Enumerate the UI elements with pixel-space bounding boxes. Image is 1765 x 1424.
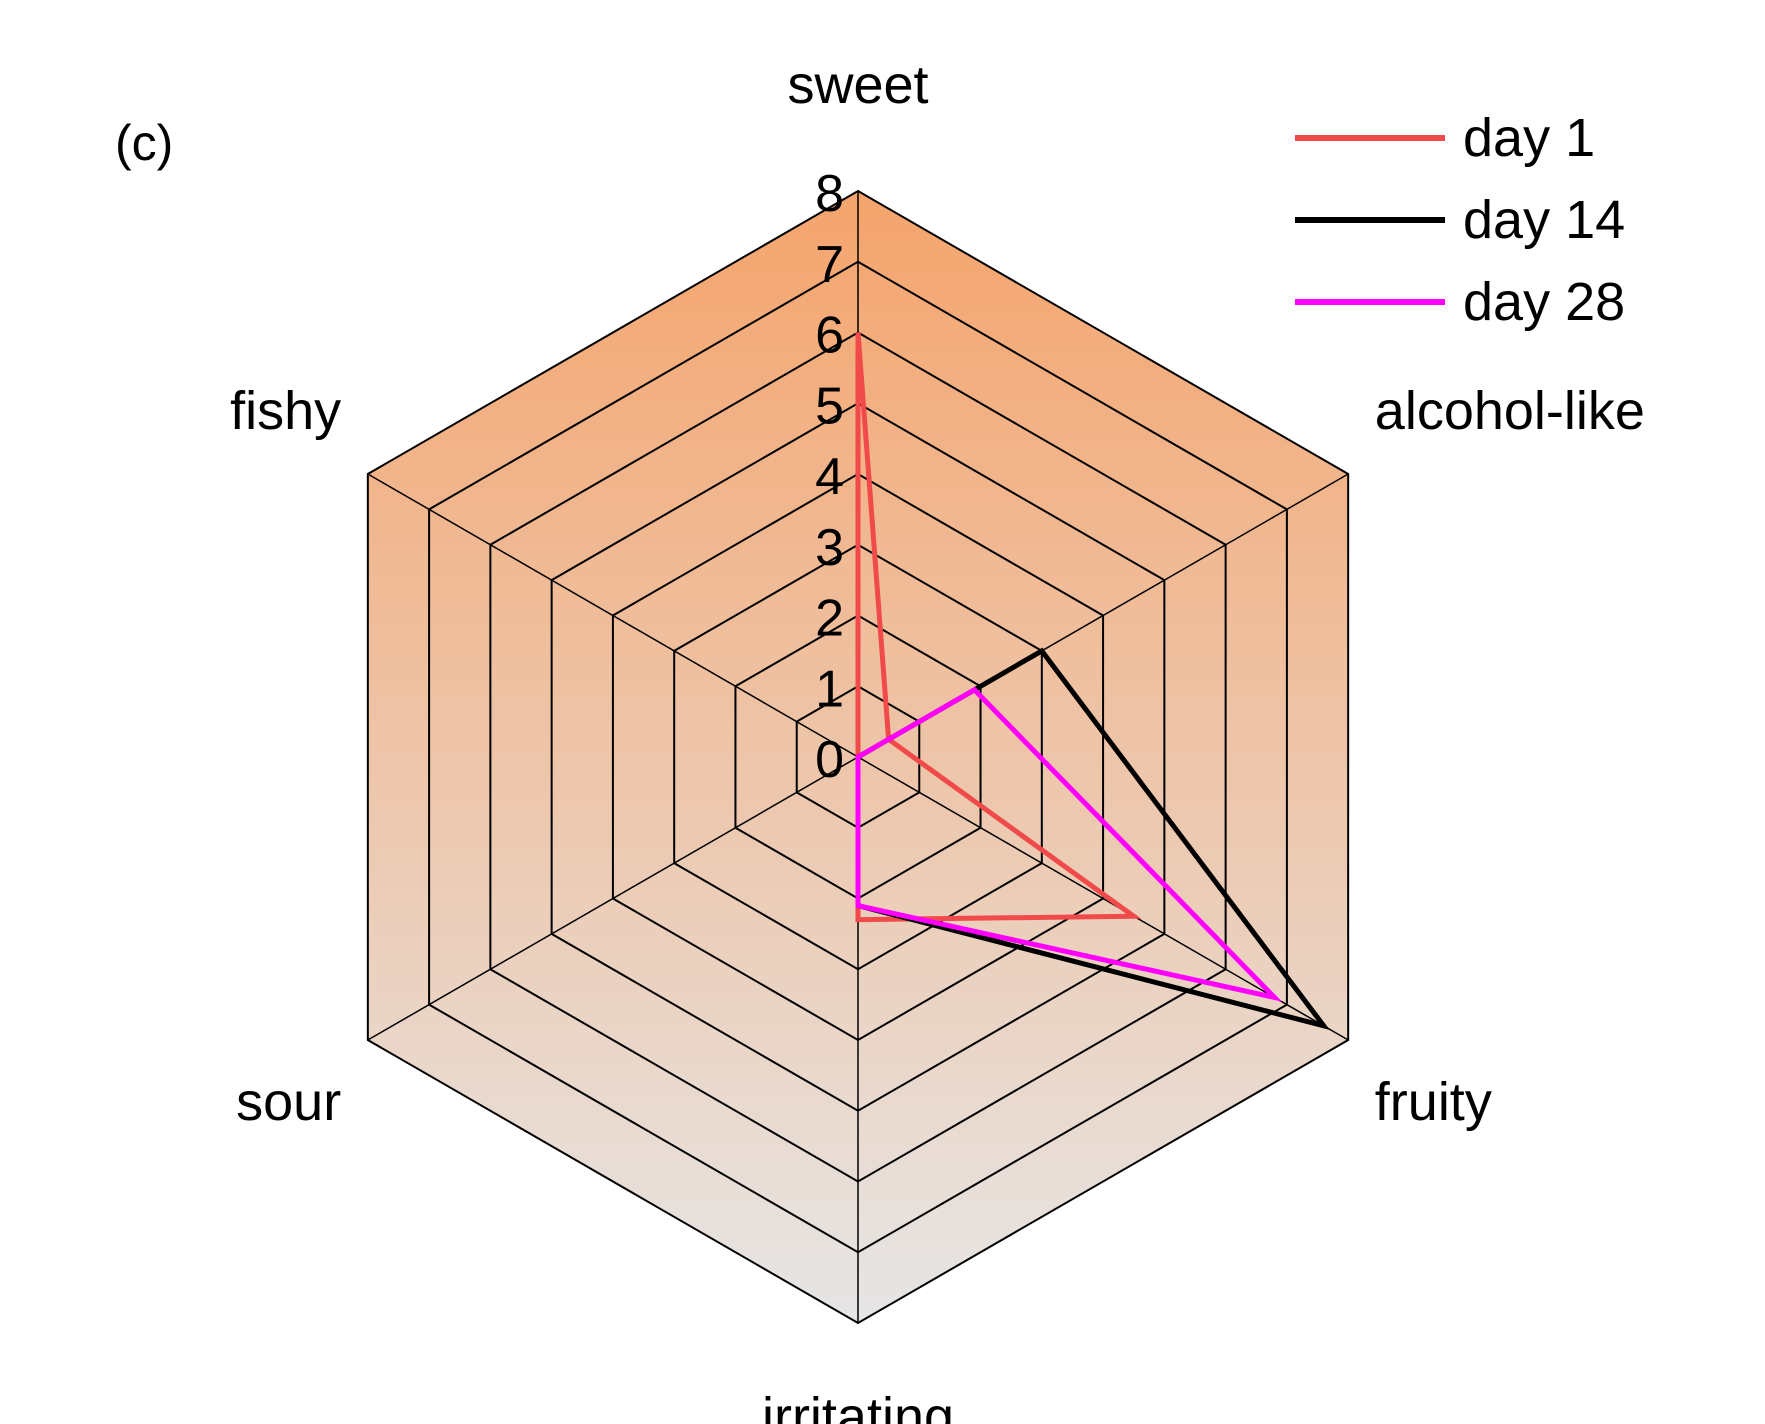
series-line-1 bbox=[855, 332, 1142, 923]
tick-label: 3 bbox=[815, 519, 844, 577]
axis-label-sour: sour bbox=[236, 1072, 341, 1132]
legend-label: day 1 bbox=[1463, 108, 1595, 168]
axis-label-alcohol-like: alcohol-like bbox=[1375, 381, 1645, 441]
series bbox=[855, 332, 1330, 1031]
legend-label: day 28 bbox=[1463, 272, 1625, 332]
tick-label: 0 bbox=[815, 731, 844, 789]
grid-spoke-2 bbox=[857, 756, 1349, 1041]
panel-label: (c) bbox=[115, 115, 173, 171]
tick-label: 8 bbox=[815, 165, 844, 223]
tick-label: 6 bbox=[815, 307, 844, 365]
tick-label: 5 bbox=[815, 377, 844, 435]
axis-label-fruity: fruity bbox=[1375, 1072, 1492, 1132]
legend: day 1 day 14 day 28 bbox=[1295, 108, 1625, 332]
tick-label: 1 bbox=[815, 660, 844, 718]
scale-ticks: 0 1 2 3 4 5 6 7 8 bbox=[815, 165, 844, 789]
axis-label-fishy: fishy bbox=[230, 381, 341, 441]
axis-label-sweet: sweet bbox=[787, 55, 928, 115]
tick-label: 7 bbox=[815, 236, 844, 294]
tick-label: 2 bbox=[815, 590, 844, 648]
legend-label: day 14 bbox=[1463, 190, 1625, 250]
grid-spoke-5 bbox=[367, 473, 859, 758]
axis-label-irritating: irritating bbox=[762, 1387, 954, 1424]
series-line-3 bbox=[855, 686, 1283, 1002]
grid-spoke-4 bbox=[367, 756, 859, 1041]
axis-labels: sweet alcohol-like fruity irritating sour fis… bbox=[230, 55, 1645, 1424]
tick-label: 4 bbox=[815, 448, 844, 506]
